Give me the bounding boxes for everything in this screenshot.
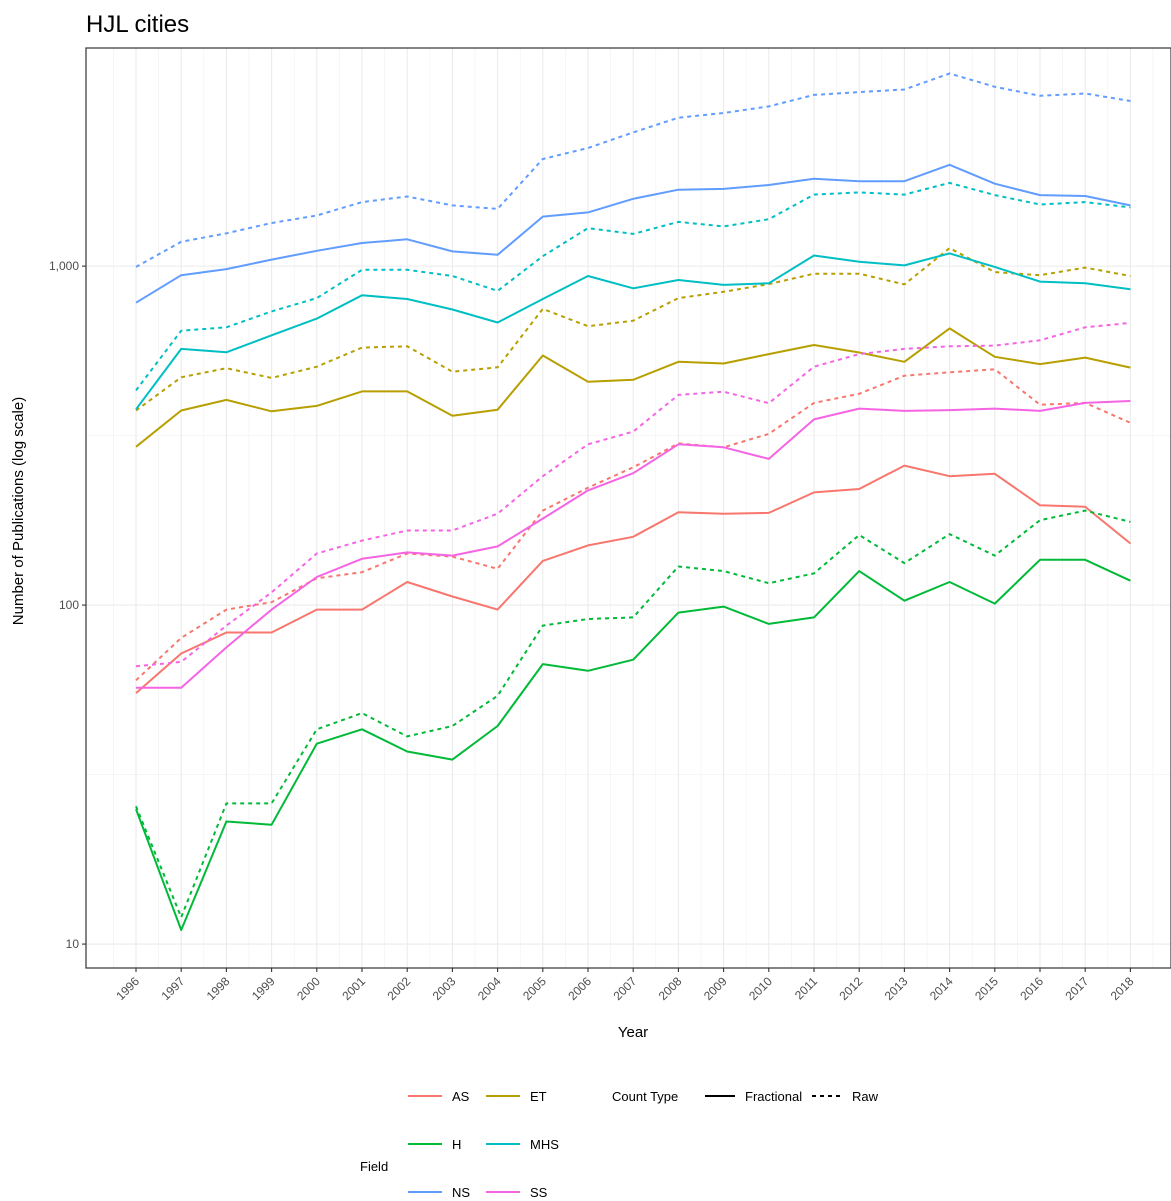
series-line-ns-fractional [135,163,1131,304]
x-tick-label: 1999 [249,974,278,1003]
x-tick-label: 2011 [792,974,820,1002]
series-lines [135,72,1132,931]
series-line-as-fractional [135,464,1132,694]
legend-label-fractional: Fractional [745,1089,802,1104]
series-line-as-raw [135,368,1131,682]
x-tick-label: 1998 [204,974,233,1003]
legend-label-mhs: MHS [530,1137,559,1152]
series-line-mhs-raw [135,181,1131,392]
legend-label-raw: Raw [852,1089,879,1104]
series-line-h-raw [135,509,1131,919]
y-tick-label: 10 [66,937,80,951]
x-tick-label: 2005 [520,974,549,1003]
panel-border [85,47,1171,969]
x-tick-label: 2015 [972,974,1001,1003]
x-tick-label: 2003 [430,974,459,1003]
x-tick-label: 2007 [611,974,640,1003]
x-tick-label: 1996 [113,974,142,1003]
x-tick-label: 2008 [656,974,685,1003]
x-tick-label: 2004 [475,974,504,1003]
series-line-ns-raw [135,72,1131,268]
plot-panel [85,47,1171,969]
series-line-et-fractional [135,327,1131,448]
x-tick-label: 2012 [837,974,866,1003]
x-tick-label: 2000 [294,974,323,1003]
x-axis: 1996 1997 1998 1999 2000 2001 2002 2003 2004 2005… [113,968,1137,1003]
x-tick-label: 2013 [882,974,911,1003]
legend-title-field: Field [360,1159,388,1174]
legend-label-ns: NS [452,1185,470,1200]
y-tick-label: 100 [59,598,79,612]
legend: Field AS ET H MHS NS SS Count Type Fractional Raw [360,1089,879,1200]
legend-label-ss: SS [530,1185,548,1200]
series-line-ss-fractional [136,400,1131,689]
legend-label-as: AS [452,1089,470,1104]
x-tick-label: 2002 [385,974,414,1003]
y-tick-label: 1,000 [49,259,79,273]
x-tick-label: 2018 [1108,974,1137,1003]
x-tick-label: 2010 [746,974,775,1003]
x-tick-label: 2016 [1017,974,1046,1003]
legend-label-et: ET [530,1089,547,1104]
x-tick-label: 2001 [339,974,368,1003]
legend-title-count-type: Count Type [612,1089,678,1104]
legend-label-h: H [452,1137,461,1152]
x-tick-label: 2009 [701,974,730,1003]
series-line-mhs-fractional [135,252,1131,410]
x-tick-label: 2006 [565,974,594,1003]
x-tick-label: 1997 [159,974,188,1003]
x-tick-label: 2017 [1063,974,1092,1003]
series-line-h-fractional [135,558,1131,931]
panel-background [86,48,1171,968]
y-axis-title: Number of Publications (log scale) [10,397,27,625]
x-axis-title: Year [618,1024,648,1041]
series-line-et-raw [135,247,1131,412]
chart-title: HJL cities [86,11,189,38]
minor-gridlines [86,48,1171,968]
y-axis: 10 100 1,000 [49,259,86,951]
x-tick-label: 2014 [927,974,956,1003]
